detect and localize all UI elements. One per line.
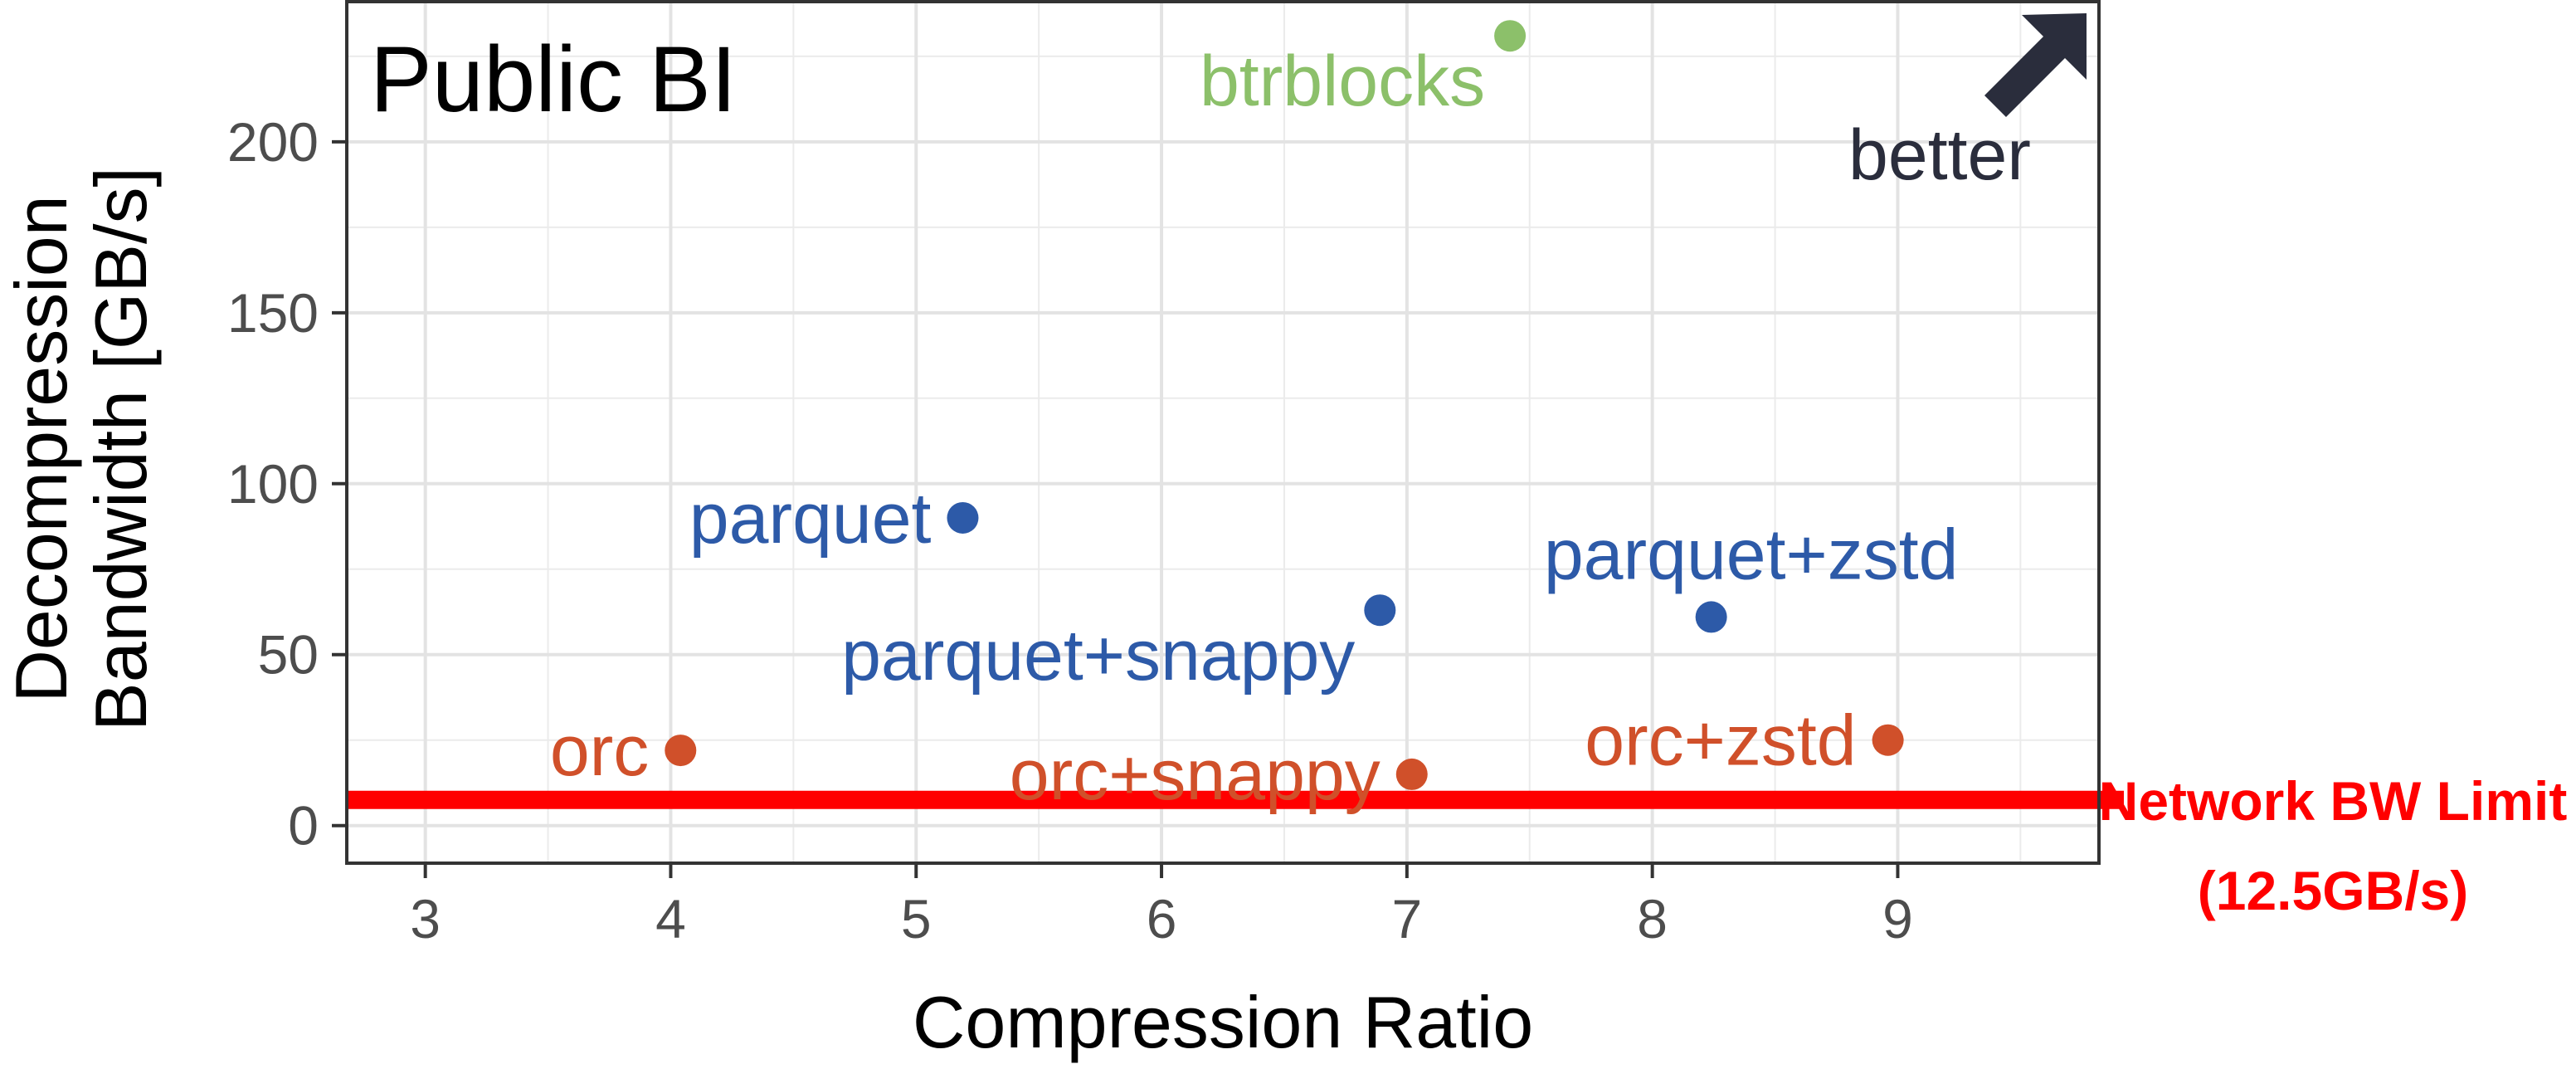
x-tick-label: 6 — [1147, 888, 1177, 949]
network-limit-label-line-2: (12.5GB/s) — [2198, 860, 2468, 921]
x-tick-label: 8 — [1637, 888, 1668, 949]
data-points — [665, 20, 1904, 790]
data-point-parquet — [947, 501, 979, 534]
grid-major — [347, 2, 2099, 863]
y-axis-title-line-1: Decompression — [0, 195, 82, 702]
grid-minor — [347, 2, 2099, 863]
data-labels: btrblocks parquet parquet+snappy parquet+zs… — [550, 41, 1959, 815]
y-axis-title-line-2: Bandwidth [GB/s] — [80, 167, 162, 731]
data-label-orc: orc — [550, 711, 649, 791]
data-point-parquet-zstd — [1695, 601, 1727, 633]
data-point-orc-snappy — [1395, 758, 1428, 790]
data-label-orc-zstd: orc+zstd — [1585, 701, 1856, 781]
better-annotation: better — [1848, 115, 2031, 195]
data-point-orc — [665, 735, 697, 767]
x-tick-label: 9 — [1882, 888, 1913, 949]
axes: 3 4 5 6 7 8 9 0 50 100 150 200 — [227, 111, 1913, 949]
panel-title: Public BI — [370, 27, 737, 131]
y-tick-label: 100 — [227, 453, 319, 515]
x-tick-label: 5 — [901, 888, 932, 949]
data-point-parquet-snappy — [1364, 594, 1396, 627]
y-tick-label: 150 — [227, 282, 319, 344]
data-point-btrblocks — [1494, 20, 1527, 52]
x-tick-label: 3 — [410, 888, 441, 949]
y-tick-label: 50 — [258, 624, 319, 686]
network-limit-label-line-1: Network BW Limit — [2099, 770, 2568, 832]
data-label-parquet-snappy: parquet+snappy — [841, 616, 1355, 696]
x-tick-label: 7 — [1391, 888, 1422, 949]
y-tick-label: 200 — [227, 111, 319, 173]
data-point-orc-zstd — [1872, 724, 1904, 756]
panel-border — [345, 0, 2101, 865]
data-label-orc-snappy: orc+snappy — [1010, 735, 1381, 815]
x-axis-title: Compression Ratio — [913, 981, 1533, 1063]
data-label-btrblocks: btrblocks — [1200, 41, 1485, 121]
x-tick-label: 4 — [655, 888, 686, 949]
better-arrow-icon — [1984, 13, 2087, 117]
y-tick-label: 0 — [288, 795, 319, 857]
data-label-parquet: parquet — [689, 479, 932, 559]
data-label-parquet-zstd: parquet+zstd — [1544, 515, 1959, 594]
